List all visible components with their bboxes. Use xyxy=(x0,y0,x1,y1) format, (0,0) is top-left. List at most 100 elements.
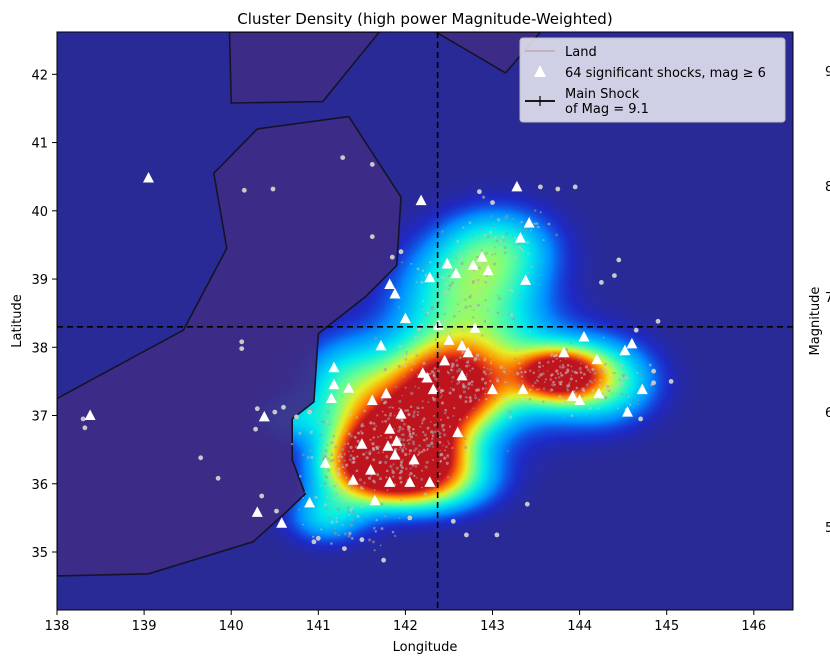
background-event-dot xyxy=(444,449,446,452)
background-event-dot xyxy=(460,256,463,260)
background-event-dot xyxy=(337,454,340,457)
background-event-dot xyxy=(440,394,444,397)
background-event-dot xyxy=(392,406,394,409)
background-event-dot xyxy=(347,442,350,445)
background-event-dot xyxy=(336,482,339,486)
background-event-dot xyxy=(474,394,477,396)
background-event-dot xyxy=(472,407,475,410)
significant-shock-marker xyxy=(325,392,337,403)
background-event-dot xyxy=(319,453,321,455)
background-event-dot xyxy=(457,267,460,270)
background-event-dot xyxy=(352,510,356,514)
background-event-dot xyxy=(397,448,400,451)
background-event-dot xyxy=(481,303,485,307)
background-event-dot xyxy=(450,380,453,383)
background-event-dot xyxy=(484,387,487,390)
significant-shock-marker xyxy=(511,180,523,192)
background-event-dot xyxy=(339,453,342,456)
background-event-dot xyxy=(438,472,441,475)
background-event-dot xyxy=(395,466,399,470)
x-tick-label: 140 xyxy=(219,619,244,634)
background-event-dot xyxy=(332,458,335,461)
significant-shock-marker xyxy=(421,372,433,383)
background-event-dot xyxy=(321,458,325,461)
background-event-dot xyxy=(327,468,330,472)
background-event-dot xyxy=(515,255,518,259)
significant-shock-marker xyxy=(382,440,394,451)
background-event-dot xyxy=(399,469,404,474)
background-event-dot xyxy=(351,506,354,509)
background-event-dot xyxy=(507,362,510,366)
x-tick-label: 141 xyxy=(306,619,331,634)
background-event-dot xyxy=(341,465,345,469)
background-event-dot xyxy=(528,369,532,373)
background-event-dot xyxy=(482,195,486,199)
background-event-dot xyxy=(477,266,481,270)
background-event-dot xyxy=(401,261,404,264)
background-event-dot xyxy=(405,350,408,354)
background-event-dot xyxy=(378,445,381,448)
background-event-dot xyxy=(606,385,610,388)
background-event-dot xyxy=(355,416,359,419)
background-event-dot xyxy=(560,373,564,377)
background-event-dot xyxy=(506,255,509,258)
background-event-dot xyxy=(325,419,329,423)
small-event-dot xyxy=(241,187,247,193)
background-event-dot xyxy=(451,375,455,379)
background-event-dot xyxy=(398,399,402,403)
background-event-dot xyxy=(400,447,405,452)
significant-shock-marker xyxy=(462,346,474,358)
small-event-dot xyxy=(80,416,86,422)
background-event-dot xyxy=(515,349,518,353)
background-event-dot xyxy=(510,321,513,323)
background-event-dot xyxy=(443,456,447,460)
background-event-dot xyxy=(485,397,488,401)
x-tick-label: 139 xyxy=(132,619,157,634)
background-event-dot xyxy=(456,382,459,385)
background-event-dot xyxy=(406,409,409,412)
background-event-dot xyxy=(531,384,534,387)
background-event-dot xyxy=(372,427,377,431)
background-event-dot xyxy=(491,253,494,256)
background-event-dot xyxy=(328,517,332,520)
background-event-dot xyxy=(483,358,487,362)
background-event-dot xyxy=(395,385,398,388)
background-event-dot xyxy=(577,356,580,359)
background-event-dot xyxy=(490,359,493,362)
background-event-dot xyxy=(409,467,412,470)
background-event-dot xyxy=(518,246,522,249)
background-event-dot xyxy=(420,281,424,284)
background-event-dot xyxy=(319,485,322,487)
significant-shock-marker xyxy=(389,449,401,460)
background-event-dot xyxy=(580,376,584,380)
background-event-dot xyxy=(510,244,513,247)
background-event-dot xyxy=(438,436,441,439)
background-event-dot xyxy=(459,296,462,299)
background-event-dot xyxy=(445,282,449,286)
background-event-dot xyxy=(640,373,642,376)
background-event-dot xyxy=(339,492,342,495)
background-event-dot xyxy=(536,379,538,382)
background-event-dot xyxy=(495,239,499,243)
small-event-dot xyxy=(651,380,656,386)
background-event-dot xyxy=(438,440,442,444)
background-event-dot xyxy=(336,471,340,475)
background-event-dot xyxy=(579,352,582,355)
y-tick-label: 39 xyxy=(31,273,48,288)
background-event-dot xyxy=(441,321,444,324)
background-event-dot xyxy=(446,416,450,419)
significant-shock-marker xyxy=(343,382,355,393)
background-event-dot xyxy=(544,378,547,381)
background-event-dot xyxy=(528,397,532,401)
small-event-dot xyxy=(638,416,643,422)
significant-shock-marker xyxy=(347,474,359,485)
background-event-dot xyxy=(529,330,531,333)
background-event-dot xyxy=(509,278,512,281)
background-event-dot xyxy=(530,265,533,268)
legend-triangle-icon xyxy=(534,65,546,77)
colorbar-tick-label: 7 xyxy=(825,291,830,306)
background-event-dot xyxy=(493,246,496,249)
background-event-dot xyxy=(625,393,629,397)
significant-shock-marker xyxy=(517,383,529,395)
background-event-dot xyxy=(546,370,549,372)
